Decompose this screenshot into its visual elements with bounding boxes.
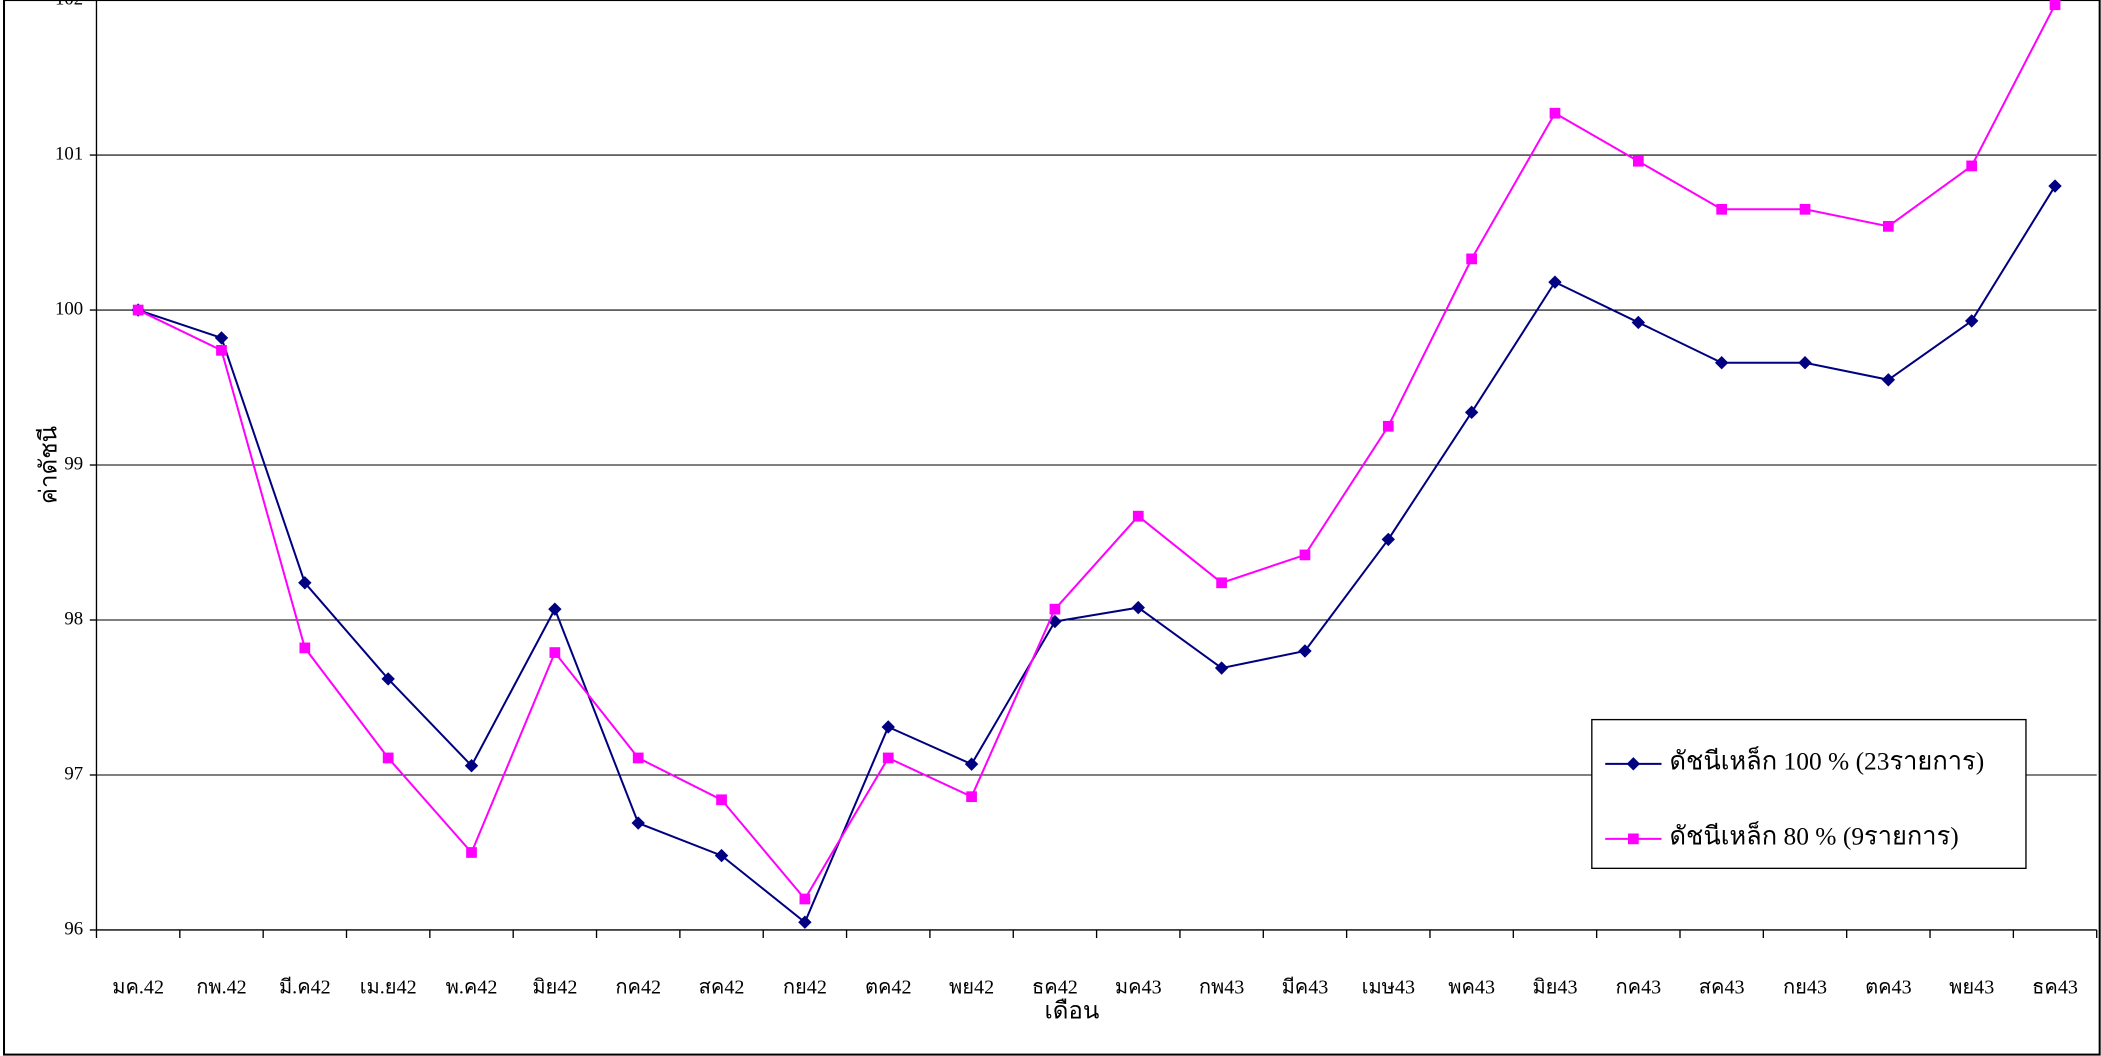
- marker: [1549, 107, 1561, 119]
- marker: [466, 847, 477, 858]
- y-tick-label: 100: [55, 298, 83, 319]
- marker: [1882, 220, 1894, 232]
- x-tick-label: กพ.42: [196, 977, 247, 999]
- marker: [214, 331, 229, 345]
- marker: [2049, 0, 2061, 11]
- marker: [714, 848, 729, 863]
- x-tick-label: สค42: [699, 977, 745, 999]
- marker: [798, 915, 812, 929]
- y-tick-label: 101: [55, 143, 83, 164]
- marker: [1214, 661, 1229, 675]
- marker: [1131, 600, 1145, 615]
- x-tick-label: มค43: [1115, 977, 1162, 999]
- marker: [1132, 510, 1144, 522]
- legend-box: [1591, 718, 2027, 870]
- marker: [1299, 549, 1311, 561]
- chart-frame: [3, 0, 2101, 1056]
- x-tick-label: สค43: [1699, 977, 1745, 999]
- marker: [1626, 757, 1641, 771]
- y-tick-label: 98: [64, 608, 83, 629]
- marker: [548, 602, 562, 616]
- x-tick-label: ตค42: [865, 977, 912, 999]
- y-axis-title: ค่าดัชนี: [35, 426, 62, 504]
- x-tick-label: พค43: [1448, 977, 1495, 999]
- marker: [1964, 314, 1979, 328]
- legend: ดัชนีเหล็ก 100 % (23รายการ) ดัชนีเหล็ก 80…: [1591, 718, 2027, 870]
- x-tick-label: พย43: [1949, 977, 1994, 999]
- marker: [1716, 203, 1728, 215]
- marker: [1631, 315, 1646, 330]
- marker: [216, 344, 227, 356]
- x-tick-label: มีค43: [1282, 977, 1329, 999]
- marker: [1464, 405, 1479, 420]
- marker: [1548, 275, 1562, 289]
- marker: [964, 757, 979, 771]
- marker: [1049, 603, 1061, 615]
- x-tick-label: ธค42: [1032, 977, 1078, 999]
- marker: [716, 794, 727, 806]
- marker: [882, 752, 894, 764]
- y-tick-label: 96: [64, 918, 83, 939]
- marker: [1466, 253, 1477, 265]
- x-tick-label: เม.ย42: [360, 977, 417, 999]
- x-tick-label: พย42: [949, 977, 994, 999]
- x-tick-label: กย43: [1783, 977, 1827, 999]
- marker: [549, 647, 561, 658]
- x-tick-label: มิย42: [532, 977, 577, 999]
- x-tick-label: พ.ค42: [446, 977, 498, 999]
- x-tick-label: กค43: [1615, 977, 1661, 999]
- x-tick-label: มค.42: [112, 977, 164, 999]
- marker: [1966, 160, 1978, 172]
- x-tick-label: กค42: [615, 977, 661, 999]
- marker: [2048, 179, 2062, 193]
- marker: [132, 304, 144, 316]
- x-axis-title: เดือน: [1045, 998, 1100, 1025]
- legend-label: ดัชนีเหล็ก 100 % (23รายการ): [1670, 746, 1985, 776]
- marker: [632, 752, 644, 764]
- y-tick-label: 97: [64, 763, 83, 784]
- marker: [1381, 532, 1395, 547]
- marker: [1216, 577, 1227, 589]
- marker: [1628, 833, 1639, 845]
- marker: [1382, 420, 1394, 432]
- legend-label: ดัชนีเหล็ก 80 % (9รายการ): [1670, 821, 1959, 851]
- x-tick-label: ธค43: [2032, 977, 2078, 999]
- y-tick-label: 102: [55, 0, 83, 9]
- series-line: [137, 4, 2056, 901]
- x-tick-label: กพ43: [1199, 977, 1244, 999]
- x-tick-label: กย42: [783, 977, 827, 999]
- marker: [881, 720, 895, 734]
- x-tick-label: เมษ43: [1362, 977, 1415, 999]
- marker: [631, 816, 645, 830]
- marker: [1632, 155, 1644, 167]
- x-tick-label: มี.ค42: [279, 977, 331, 999]
- marker: [1714, 356, 1729, 370]
- marker: [1881, 373, 1896, 387]
- marker: [1798, 356, 1812, 370]
- marker: [799, 893, 811, 905]
- x-tick-label: มิย43: [1532, 977, 1577, 999]
- marker: [382, 752, 394, 764]
- y-tick-label: 99: [64, 453, 83, 474]
- x-tick-label: ตค43: [1865, 977, 1912, 999]
- marker: [966, 791, 977, 803]
- marker: [299, 642, 311, 654]
- series-line: [137, 185, 2056, 924]
- marker: [1799, 203, 1811, 215]
